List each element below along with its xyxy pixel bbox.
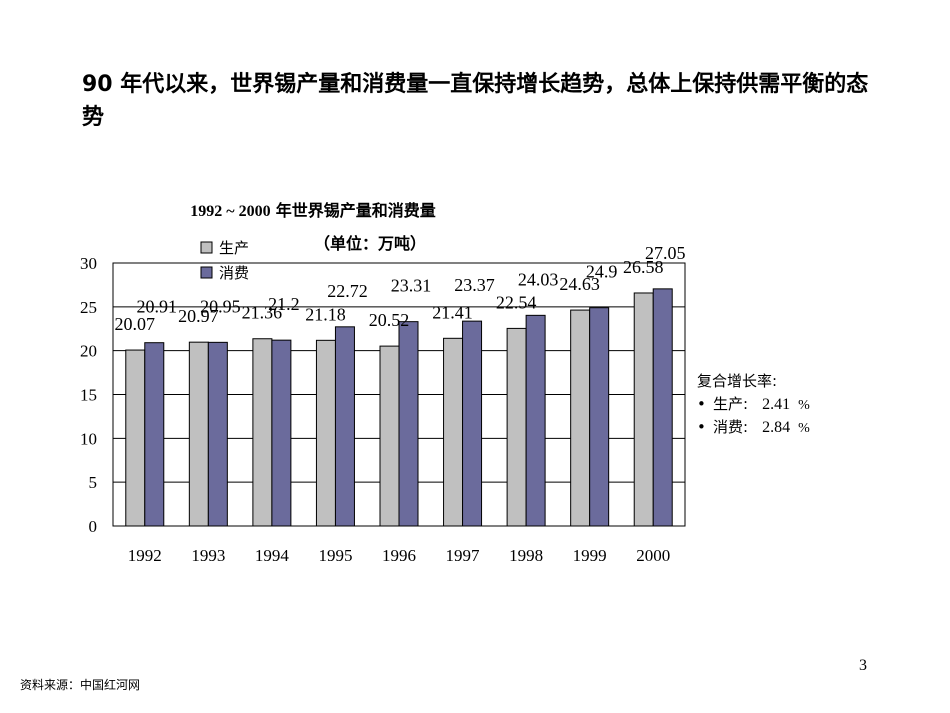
- cagr-consumption-label: 消费:: [713, 418, 749, 436]
- data-label: 22.72: [327, 281, 368, 301]
- bar-production: [315, 339, 336, 527]
- cagr-consumption-unit: %: [798, 421, 810, 436]
- bar-consumption: [144, 342, 165, 527]
- data-label: 22.54: [496, 292, 537, 312]
- bar-series: [125, 288, 673, 527]
- cagr-consumption-row: • 消费: 2.84%: [697, 416, 810, 439]
- data-label: 27.05: [645, 243, 686, 263]
- bar-production: [570, 309, 591, 527]
- chart-title: 1992 ~ 2000 年世界锡产量和消费量: [190, 201, 435, 220]
- bar-consumption: [589, 307, 610, 527]
- source-note: 资料来源：中国红河网: [20, 678, 141, 692]
- slide-headline: 90 年代以来，世界锡产量和消费量一直保持增长趋势，总体上保持供需平衡的态势: [82, 72, 869, 130]
- data-label: 24.9: [586, 262, 618, 282]
- bar-production: [633, 292, 654, 527]
- x-tick-label: 1999: [573, 546, 607, 565]
- data-label: 20.97: [178, 306, 219, 326]
- bar-production: [188, 341, 209, 527]
- bar-consumption: [652, 288, 673, 527]
- x-tick-label: 1998: [509, 546, 543, 565]
- data-label: 21.2: [268, 294, 300, 314]
- x-tick-label: 1997: [446, 546, 481, 565]
- x-tick-label: 1995: [318, 546, 352, 565]
- bar-production: [125, 349, 146, 527]
- data-label: 21.41: [432, 302, 473, 322]
- data-label: 23.31: [391, 276, 432, 296]
- bar-consumption: [525, 314, 546, 527]
- data-label: 24.63: [559, 274, 600, 294]
- bar-consumption: [207, 341, 228, 527]
- x-tick-label: 1992: [128, 546, 162, 565]
- data-label: 20.95: [200, 296, 241, 316]
- cagr-production-value: 2.41: [762, 396, 791, 413]
- y-tick-label: 20: [80, 342, 97, 361]
- y-axis: 0 5 10 15 20 25 30: [80, 254, 97, 536]
- legend-label: 生产: [219, 239, 249, 257]
- cagr-production-row: • 生产: 2.41%: [697, 393, 810, 416]
- data-label: 20.07: [115, 314, 156, 334]
- x-tick-label: 1993: [191, 546, 225, 565]
- data-label: 26.58: [623, 257, 664, 277]
- x-tick-label: 1994: [255, 546, 290, 565]
- data-label: 23.37: [454, 275, 495, 295]
- bar-production: [443, 337, 464, 527]
- bullet-icon: •: [697, 418, 706, 436]
- y-tick-label: 5: [89, 473, 98, 492]
- x-tick-label: 2000: [636, 546, 670, 565]
- data-label: 20.52: [369, 310, 410, 330]
- x-axis: 1992 1993 1994 1995 1996 1997 1998 1999 2000: [128, 546, 670, 565]
- cagr-title: 复合增长率:: [697, 372, 778, 390]
- bullet-icon: •: [697, 395, 706, 413]
- bar-consumption: [398, 321, 419, 527]
- cagr-production-label: 生产:: [713, 395, 749, 413]
- bar-consumption: [271, 339, 292, 527]
- bar-consumption: [334, 326, 355, 527]
- bar-production: [252, 338, 273, 527]
- cagr-consumption-value: 2.84: [762, 419, 791, 436]
- chart-subtitle: （单位：万吨）: [314, 234, 426, 253]
- y-tick-label: 25: [80, 298, 97, 317]
- legend-swatch: [200, 266, 213, 279]
- chart-title-years: 1992 ~ 2000: [190, 203, 270, 220]
- cagr-production-unit: %: [798, 398, 810, 413]
- bar-production: [379, 345, 400, 527]
- y-tick-label: 15: [80, 386, 97, 405]
- cagr-box: 复合增长率: • 生产: 2.41% • 消费: 2.84%: [697, 370, 810, 439]
- data-label: 21.18: [305, 304, 346, 324]
- page-number: 3: [859, 657, 867, 674]
- bar-production: [506, 327, 527, 527]
- legend-swatch: [200, 241, 213, 254]
- y-tick-label: 10: [80, 429, 97, 448]
- chart-title-text: 年世界锡产量和消费量: [276, 201, 436, 220]
- bar-consumption: [462, 320, 483, 527]
- x-tick-label: 1996: [382, 546, 416, 565]
- data-label: 21.36: [242, 303, 283, 323]
- data-label: 20.91: [137, 297, 178, 317]
- legend-label: 消费: [219, 264, 249, 282]
- y-tick-label: 30: [80, 254, 97, 273]
- y-tick-label: 0: [89, 517, 98, 536]
- data-label: 24.03: [518, 269, 559, 289]
